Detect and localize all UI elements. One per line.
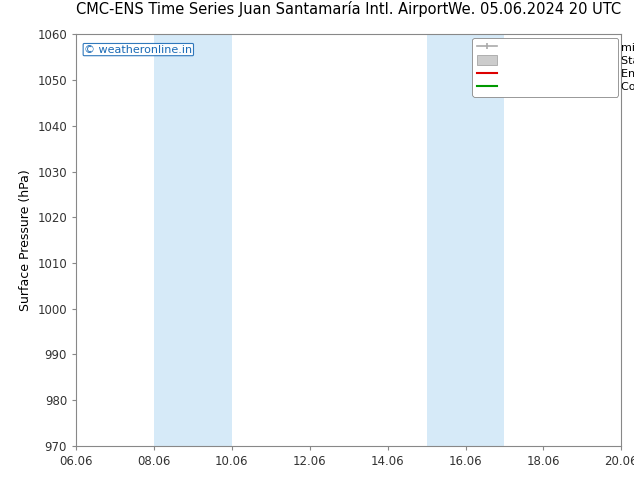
Bar bbox=[427, 34, 505, 446]
Y-axis label: Surface Pressure (hPa): Surface Pressure (hPa) bbox=[19, 169, 32, 311]
Bar bbox=[154, 34, 232, 446]
Text: CMC-ENS Time Series Juan Santamaría Intl. Airport: CMC-ENS Time Series Juan Santamaría Intl… bbox=[76, 1, 448, 17]
Text: © weatheronline.in: © weatheronline.in bbox=[84, 45, 192, 54]
Text: We. 05.06.2024 20 UTC: We. 05.06.2024 20 UTC bbox=[448, 2, 621, 17]
Legend: min/max, Standard deviation, Ensemble mean run, Controll run: min/max, Standard deviation, Ensemble me… bbox=[472, 38, 618, 97]
